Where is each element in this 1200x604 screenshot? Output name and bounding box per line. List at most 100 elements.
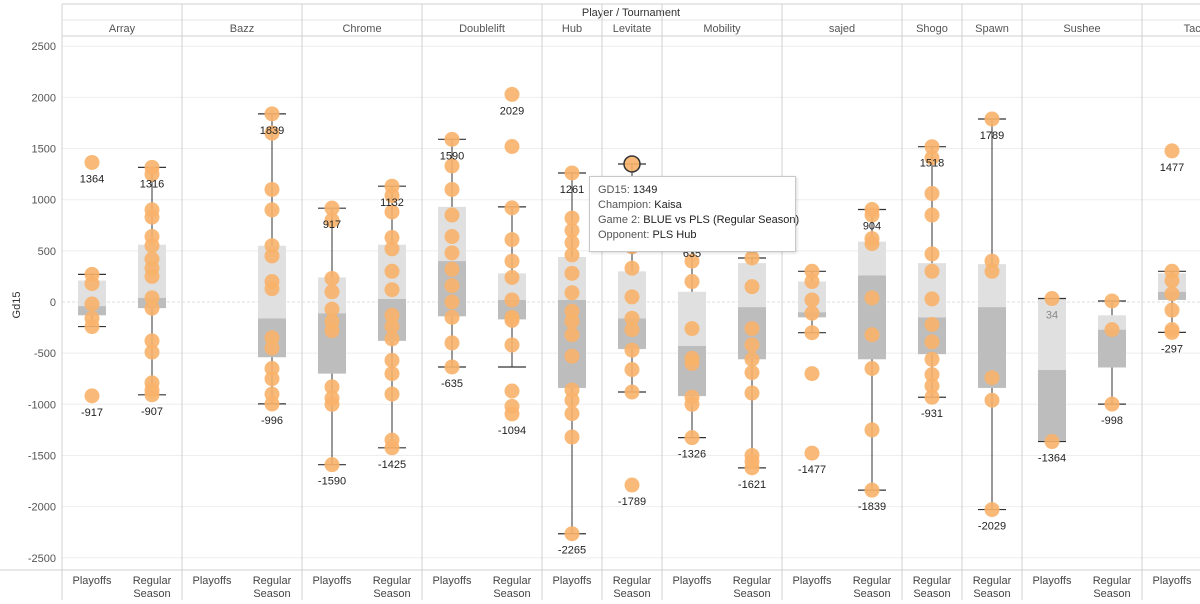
data-point xyxy=(804,292,820,308)
data-point xyxy=(384,263,400,279)
y-tick-label: 1000 xyxy=(32,195,56,207)
data-point xyxy=(744,321,760,337)
y-tick-label: -500 xyxy=(34,348,56,360)
data-label: -1789 xyxy=(618,496,646,508)
data-point xyxy=(984,502,1000,518)
data-label: -1839 xyxy=(858,501,886,513)
data-label: 917 xyxy=(323,219,341,231)
x-tick-label: Season xyxy=(853,588,890,600)
data-point xyxy=(984,111,1000,127)
data-point xyxy=(1164,273,1180,289)
data-point xyxy=(624,384,640,400)
data-label: -931 xyxy=(921,408,943,420)
tooltip-opponent-label: Opponent: xyxy=(598,229,650,241)
data-point xyxy=(924,186,940,202)
data-label: 904 xyxy=(863,221,881,233)
data-point xyxy=(624,310,640,326)
x-tick-label: Playoffs xyxy=(313,575,352,587)
data-point xyxy=(324,323,340,339)
data-point xyxy=(384,282,400,298)
data-point xyxy=(504,337,520,353)
data-point xyxy=(744,365,760,381)
data-label: -1621 xyxy=(738,479,766,491)
tooltip-gd15-label: GD15: xyxy=(598,184,630,196)
data-point xyxy=(924,263,940,279)
x-tick-label: Playoffs xyxy=(433,575,472,587)
data-point xyxy=(504,200,520,216)
data-point xyxy=(804,366,820,382)
data-label: -1094 xyxy=(498,425,526,437)
data-point xyxy=(324,284,340,300)
data-point xyxy=(624,156,640,172)
data-point xyxy=(264,340,280,356)
data-point xyxy=(624,362,640,378)
data-point xyxy=(84,276,100,292)
data-point xyxy=(444,335,460,351)
data-point xyxy=(444,158,460,174)
data-point xyxy=(564,348,580,364)
box-lower xyxy=(1038,370,1066,442)
y-tick-label: 500 xyxy=(38,246,56,258)
data-point xyxy=(264,106,280,122)
data-point xyxy=(624,289,640,305)
data-point xyxy=(84,296,100,312)
y-tick-label: -1500 xyxy=(28,450,56,462)
data-point xyxy=(264,125,280,141)
data-label: 1789 xyxy=(980,130,1004,142)
data-point xyxy=(924,378,940,394)
data-point xyxy=(264,281,280,297)
x-tick-label: Season xyxy=(1093,588,1130,600)
tooltip-champion-label: Champion: xyxy=(598,199,652,211)
x-tick-label: Season xyxy=(493,588,530,600)
x-tick-label: Regular xyxy=(613,575,652,587)
data-point xyxy=(324,200,340,216)
data-point xyxy=(384,366,400,382)
data-point xyxy=(864,327,880,343)
data-label: 1518 xyxy=(920,158,944,170)
data-tooltip: GD15: 1349 Champion: Kaisa Game 2: BLUE … xyxy=(589,176,799,252)
player-header: Levitate xyxy=(613,23,652,35)
data-point xyxy=(504,253,520,269)
data-point xyxy=(444,181,460,197)
data-point xyxy=(1104,293,1120,309)
player-header: Array xyxy=(109,23,136,35)
data-point xyxy=(924,351,940,367)
data-point xyxy=(684,355,700,371)
data-point xyxy=(564,313,580,329)
x-tick-label: Regular xyxy=(253,575,292,587)
data-point xyxy=(564,327,580,343)
data-label: 1839 xyxy=(260,125,284,137)
data-point xyxy=(864,290,880,306)
data-point xyxy=(864,422,880,438)
data-point xyxy=(264,248,280,264)
data-point xyxy=(384,241,400,257)
data-point xyxy=(684,321,700,337)
data-point xyxy=(84,319,100,335)
data-label: -1364 xyxy=(1038,453,1066,465)
data-point xyxy=(444,207,460,223)
x-tick-label: Regular xyxy=(733,575,772,587)
chart-title: Player / Tournament xyxy=(582,7,680,19)
y-tick-label: -1000 xyxy=(28,399,56,411)
box-upper xyxy=(678,291,706,346)
data-point xyxy=(684,253,700,269)
data-point xyxy=(504,292,520,308)
data-point xyxy=(504,406,520,422)
y-tick-label: -2000 xyxy=(28,502,56,514)
data-point xyxy=(504,383,520,399)
data-point xyxy=(444,278,460,294)
gridlines xyxy=(0,3,1200,600)
data-point xyxy=(924,389,940,405)
data-point xyxy=(804,274,820,290)
box-upper xyxy=(1038,298,1066,371)
box-lower xyxy=(498,299,526,320)
data-point xyxy=(444,261,460,277)
data-point xyxy=(984,263,1000,279)
x-tick-label: Regular xyxy=(853,575,892,587)
player-header: Hub xyxy=(562,23,582,35)
data-label: -907 xyxy=(141,406,163,418)
data-label: 1477 xyxy=(1160,162,1184,174)
data-point xyxy=(444,245,460,261)
y-tick-label: 0 xyxy=(50,297,56,309)
